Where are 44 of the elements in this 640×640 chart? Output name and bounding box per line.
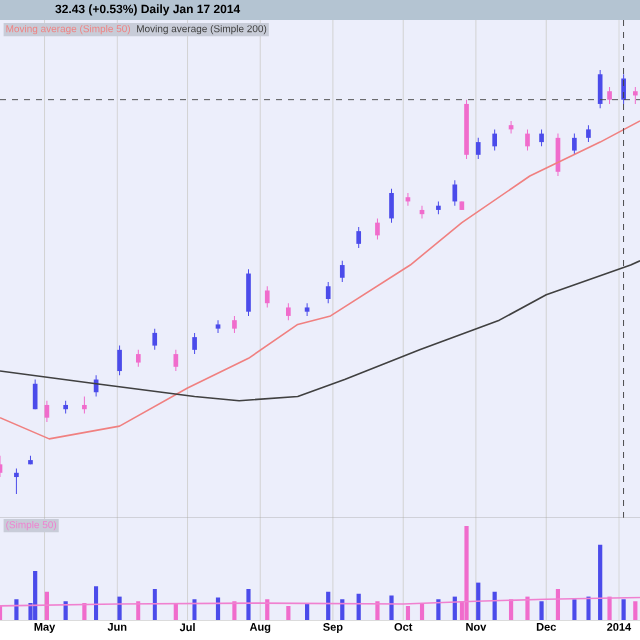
bar bbox=[464, 525, 469, 620]
bar bbox=[621, 599, 626, 620]
candlestick bbox=[32, 379, 38, 410]
bar bbox=[419, 603, 425, 620]
bar bbox=[82, 603, 87, 620]
candlestick bbox=[246, 268, 251, 317]
candlestick bbox=[192, 332, 197, 355]
bar bbox=[192, 599, 197, 620]
bar bbox=[340, 599, 345, 620]
candlestick bbox=[325, 281, 331, 304]
candlestick bbox=[215, 319, 221, 334]
candlestick bbox=[452, 179, 458, 207]
candlestick bbox=[492, 128, 498, 152]
bar bbox=[633, 601, 638, 620]
bar bbox=[173, 603, 178, 620]
bar bbox=[94, 586, 99, 620]
bar bbox=[117, 596, 122, 620]
bar bbox=[607, 596, 612, 620]
bar bbox=[436, 599, 441, 620]
candlestick bbox=[14, 468, 19, 495]
candlestick bbox=[572, 133, 577, 156]
bar bbox=[326, 591, 331, 620]
candlestick bbox=[339, 260, 345, 283]
bar bbox=[492, 591, 497, 620]
candlestick bbox=[264, 285, 270, 308]
candlestick bbox=[389, 188, 394, 224]
candlestick bbox=[597, 69, 603, 109]
bar bbox=[598, 544, 603, 620]
bar bbox=[389, 595, 394, 620]
bar bbox=[286, 605, 291, 620]
bar bbox=[305, 603, 310, 620]
bar bbox=[14, 599, 19, 620]
bar bbox=[539, 601, 544, 620]
candlestick bbox=[152, 328, 158, 351]
candlestick bbox=[375, 217, 380, 241]
candlestick bbox=[117, 345, 122, 376]
candlestick bbox=[525, 128, 530, 152]
bar bbox=[405, 605, 411, 620]
bar bbox=[215, 597, 221, 620]
candlestick bbox=[173, 349, 179, 372]
candlestick bbox=[475, 137, 481, 160]
candlestick bbox=[304, 302, 310, 317]
bar bbox=[33, 571, 38, 620]
candlestick bbox=[356, 226, 362, 249]
